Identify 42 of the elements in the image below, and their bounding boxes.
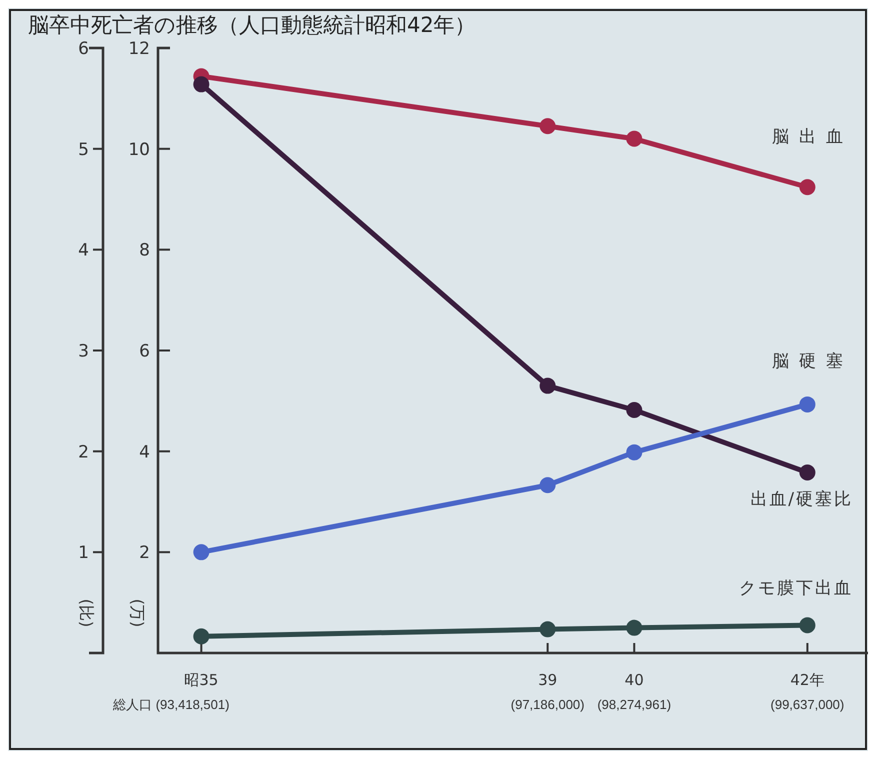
point [799,396,816,412]
point [799,464,816,481]
text: 総人口 (93,418,501) [112,697,230,712]
text: (97,186,000) [510,697,584,712]
chart-title: 脳卒中死亡者の推移（人口動態統計昭和42年） [28,13,476,37]
point [540,118,556,134]
y2-tick-label: 4 [78,240,89,261]
text: (98,274,961) [597,697,672,712]
series-label: 出血/硬塞比 [750,490,853,510]
y-tick-label: 2 [139,543,150,564]
x-tick-label: 昭35 [184,671,218,689]
y-tick-label: 10 [128,140,150,160]
x-tick-label: 40 [624,671,644,689]
point [799,617,816,634]
text: (99,637,000) [770,697,844,712]
point [193,544,210,560]
point [626,620,642,636]
point [540,477,556,494]
y2-tick-label: 5 [78,140,89,160]
y-axis-title: (万) [128,598,147,628]
y2-axis-title: (比) [77,598,96,628]
point [193,76,210,92]
y-tick-label: 8 [139,240,150,261]
series-label: 脳出血 [772,127,853,148]
y2-tick-label: 2 [78,442,89,462]
x-tick-label: 42年 [790,671,824,689]
series-label: クモ膜下出血 [739,578,853,598]
x-tick-label: 39 [538,671,558,689]
text: 脳硬塞 [772,351,853,372]
point [626,402,642,418]
y2-tick-label: 1 [78,543,89,564]
point [540,621,556,638]
y-tick-label: 12 [128,39,150,59]
y2-tick-label: 6 [78,39,89,59]
y-tick-label: 4 [139,442,150,462]
point [799,179,816,196]
point [193,628,210,644]
point [626,444,642,460]
y2-tick-label: 3 [78,342,89,362]
point [626,130,642,147]
point [540,378,556,394]
y-tick-label: 6 [139,342,150,362]
